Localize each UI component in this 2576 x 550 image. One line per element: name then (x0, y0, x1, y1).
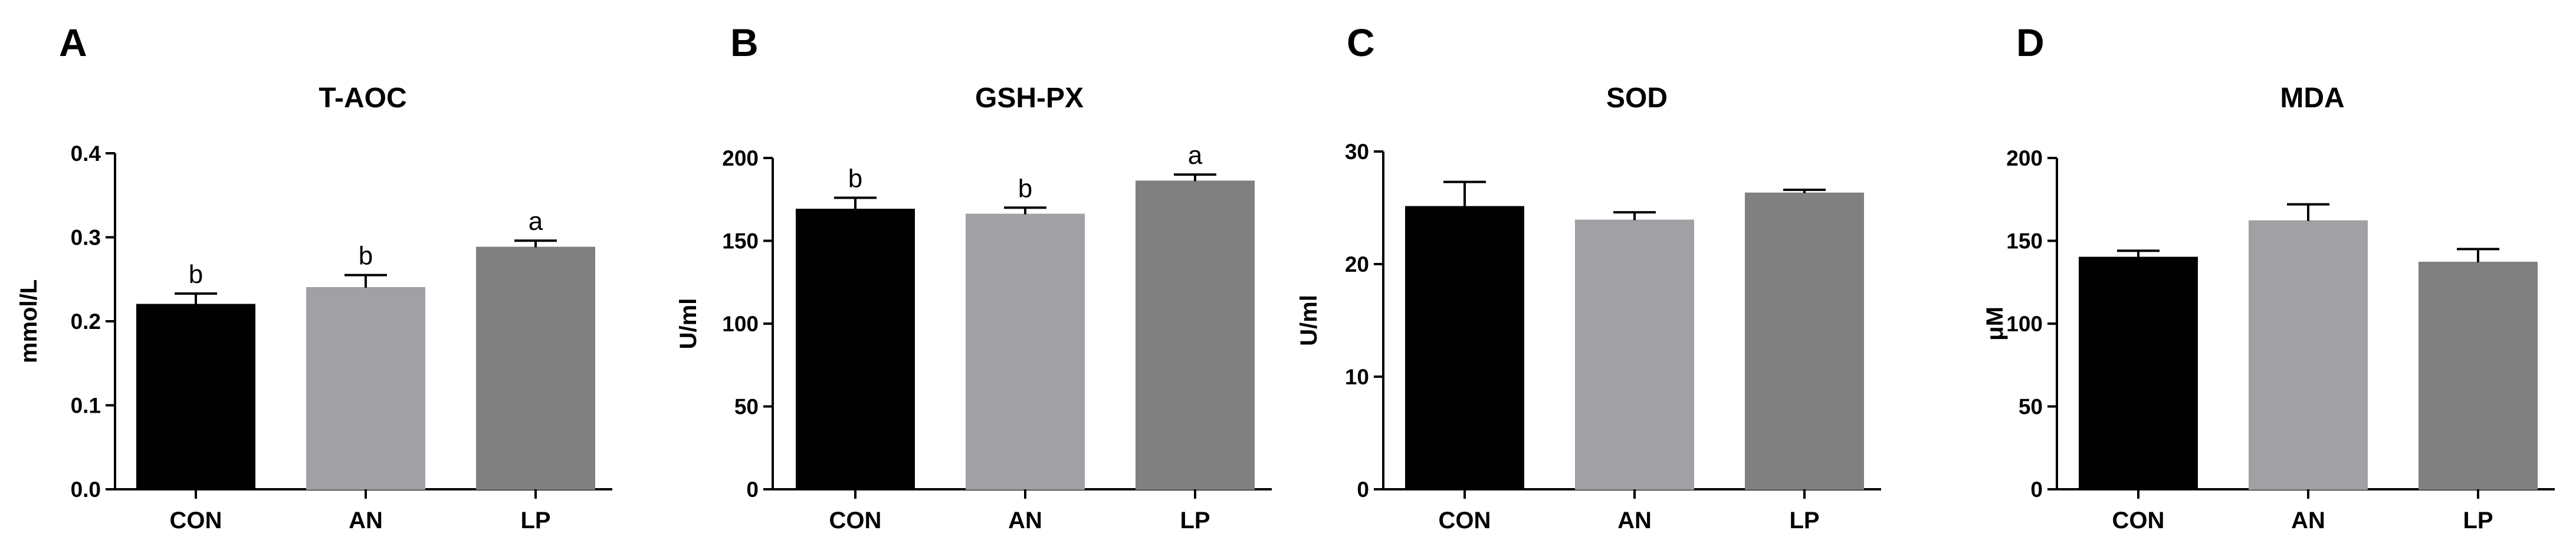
y-tick-label: 0.3 (71, 226, 101, 250)
chart-marks: 0 50 100 150 200 b CON b AN a LP (722, 141, 1272, 533)
bar (966, 213, 1085, 490)
y-tick-label: 50 (734, 395, 759, 419)
x-tick-label: LP (520, 508, 550, 533)
bar (136, 304, 255, 490)
bar (2419, 262, 2538, 490)
y-tick-label: 50 (2019, 395, 2043, 419)
y-axis-label: mmol/L (16, 279, 42, 363)
bar (1136, 180, 1255, 490)
y-tick-label: 0.1 (71, 394, 101, 418)
chart-title: T-AOC (319, 83, 406, 114)
bar (2249, 220, 2368, 490)
y-tick-label: 0.0 (71, 477, 101, 502)
y-tick-label: 0 (1357, 477, 1369, 502)
bar (796, 209, 915, 490)
significance-label: b (1018, 174, 1032, 203)
y-tick-label: 30 (1345, 140, 1369, 164)
panel-a: A T-AOC mmol/L 0.0 0.1 0.2 0.3 0.4 b CON b AN a LP (16, 21, 612, 533)
significance-label: b (189, 260, 203, 289)
panel-letter: C (1347, 21, 1375, 64)
y-tick-label: 200 (2006, 146, 2043, 170)
panel-c: C SOD U/ml 0 10 20 30 CON AN LP (1296, 21, 1881, 533)
y-tick-label: 20 (1345, 252, 1369, 276)
chart-marks: 0.0 0.1 0.2 0.3 0.4 b CON b AN a LP (71, 141, 612, 533)
bar (2079, 256, 2198, 490)
significance-label: a (1188, 141, 1203, 170)
panel-b: B GSH-PX U/ml 0 50 100 150 200 b CON b AN a LP (675, 21, 1272, 533)
x-tick-label: CON (170, 508, 222, 533)
x-tick-label: LP (1789, 508, 1819, 533)
bar (1745, 192, 1864, 490)
y-tick-label: 150 (2006, 229, 2043, 253)
y-tick-label: 0 (746, 477, 759, 502)
bar (1405, 206, 1524, 490)
x-tick-label: LP (1180, 508, 1210, 533)
chart-title: SOD (1606, 83, 1668, 114)
x-tick-label: CON (829, 508, 882, 533)
chart-marks: 0 10 20 30 CON AN LP (1345, 140, 1881, 533)
chart-title: GSH-PX (975, 83, 1084, 114)
x-tick-label: AN (349, 508, 383, 533)
y-axis-label: μM (1982, 307, 2008, 341)
y-tick-label: 200 (722, 146, 759, 170)
y-tick-label: 10 (1345, 365, 1369, 389)
y-tick-label: 0.2 (71, 309, 101, 334)
x-tick-label: CON (2112, 508, 2165, 533)
significance-label: b (848, 164, 862, 193)
chart-title: MDA (2280, 83, 2344, 114)
y-tick-label: 100 (2006, 312, 2043, 336)
significance-label: b (359, 242, 373, 271)
x-tick-label: AN (2291, 508, 2325, 533)
x-tick-label: AN (1008, 508, 1042, 533)
x-tick-label: AN (1617, 508, 1652, 533)
bar (306, 287, 425, 490)
panel-letter: A (59, 21, 87, 64)
panel-letter: B (730, 21, 759, 64)
bar (1575, 219, 1694, 490)
bar (476, 246, 595, 490)
x-tick-label: LP (2463, 508, 2493, 533)
y-tick-label: 0.4 (71, 141, 101, 166)
y-tick-label: 100 (722, 312, 759, 336)
chart-marks: 0 50 100 150 200 CON AN LP (2006, 146, 2555, 533)
y-axis-label: U/ml (1296, 295, 1322, 346)
y-tick-label: 150 (722, 229, 759, 253)
panel-d: D MDA μM 0 50 100 150 200 CON AN LP (1982, 21, 2555, 533)
panel-letter: D (2016, 21, 2045, 64)
y-axis-label: U/ml (675, 298, 701, 350)
x-tick-label: CON (1439, 508, 1491, 533)
y-tick-label: 0 (2030, 477, 2043, 502)
significance-label: a (529, 207, 543, 236)
